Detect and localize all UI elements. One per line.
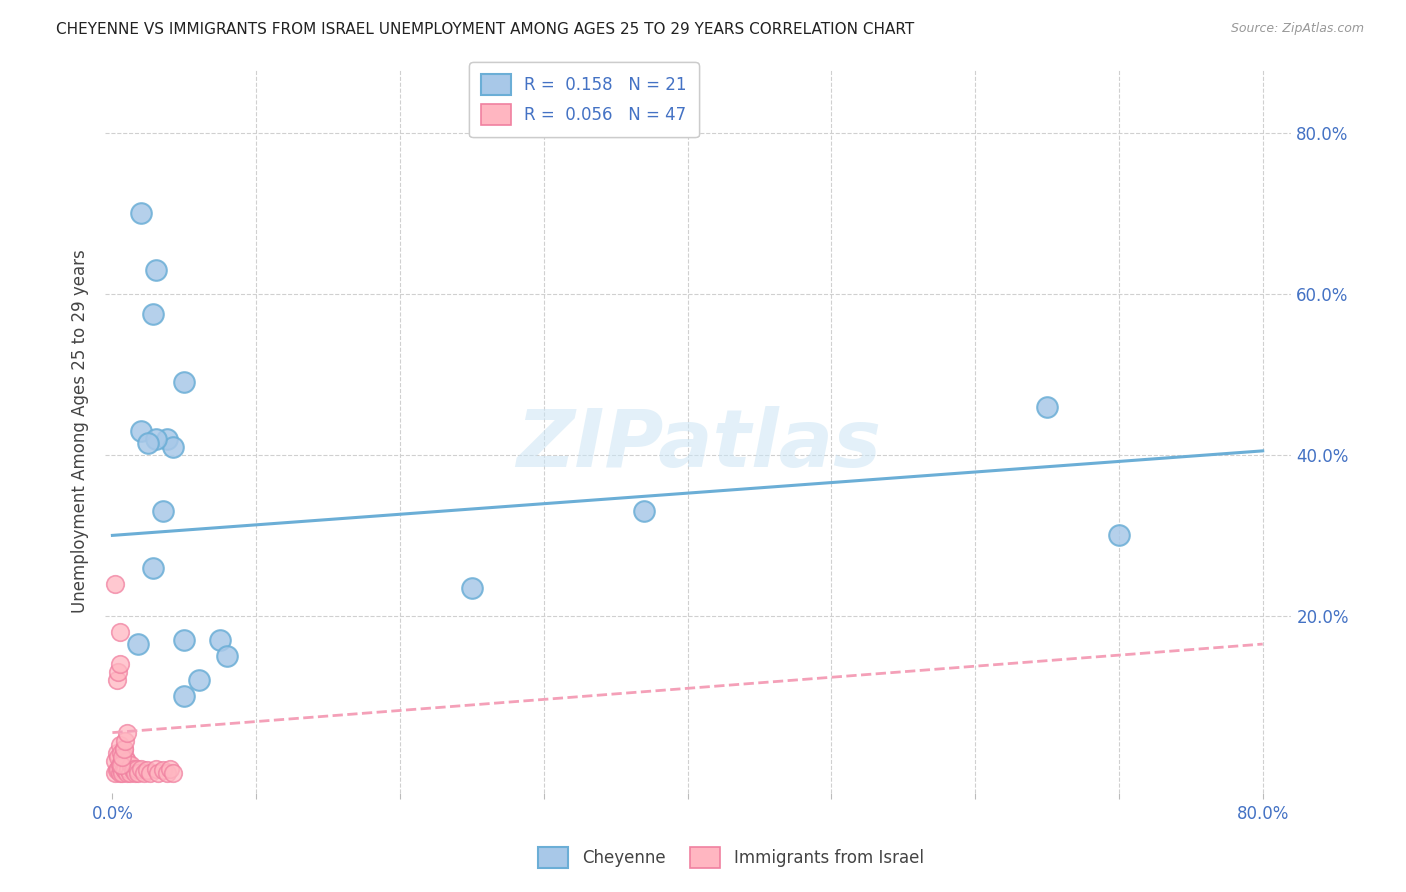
Text: ZIPatlas: ZIPatlas (516, 406, 880, 484)
Point (173, 376, 195, 390)
Point (108, 757, 131, 772)
Point (125, 762, 148, 776)
Point (107, 749, 129, 764)
Point (111, 765, 134, 780)
Point (127, 765, 149, 780)
Point (142, 560, 165, 574)
Point (461, 581, 484, 595)
Point (187, 673, 209, 688)
Point (105, 764, 128, 778)
Point (111, 754, 134, 768)
Point (117, 762, 139, 776)
Point (114, 733, 136, 747)
Y-axis label: Unemployment Among Ages 25 to 29 years: Unemployment Among Ages 25 to 29 years (72, 249, 89, 613)
Point (121, 764, 143, 778)
Point (108, 738, 131, 752)
Point (209, 633, 232, 648)
Point (135, 764, 157, 778)
Point (104, 765, 127, 780)
Point (138, 435, 160, 450)
Point (129, 206, 152, 220)
Point (110, 746, 132, 760)
Point (145, 262, 167, 277)
Point (132, 765, 155, 780)
Point (127, 637, 149, 651)
Legend: Cheyenne, Immigrants from Israel: Cheyenne, Immigrants from Israel (531, 840, 931, 875)
Point (112, 741, 135, 756)
Point (1108, 528, 1130, 542)
Point (110, 757, 132, 772)
Point (129, 424, 152, 438)
Point (114, 764, 136, 778)
Point (217, 649, 239, 664)
Point (173, 690, 195, 704)
Point (111, 749, 134, 764)
Point (156, 432, 179, 446)
Point (162, 440, 184, 454)
Point (162, 765, 184, 780)
Point (122, 762, 145, 776)
Point (104, 576, 127, 591)
Point (115, 725, 138, 739)
Point (104, 754, 127, 768)
Point (112, 741, 135, 756)
Point (156, 765, 179, 780)
Point (145, 762, 167, 776)
Point (115, 754, 138, 768)
Point (108, 765, 131, 780)
Point (108, 625, 131, 640)
Point (107, 762, 129, 776)
Legend: R =  0.158   N = 21, R =  0.056   N = 47: R = 0.158 N = 21, R = 0.056 N = 47 (470, 62, 699, 136)
Point (107, 665, 129, 680)
Point (142, 307, 165, 321)
Point (152, 764, 174, 778)
Text: CHEYENNE VS IMMIGRANTS FROM ISRAEL UNEMPLOYMENT AMONG AGES 25 TO 29 YEARS CORREL: CHEYENNE VS IMMIGRANTS FROM ISRAEL UNEMP… (56, 22, 914, 37)
Point (105, 746, 128, 760)
Point (118, 765, 141, 780)
Point (112, 762, 135, 776)
Text: Source: ZipAtlas.com: Source: ZipAtlas.com (1230, 22, 1364, 36)
Point (148, 765, 170, 780)
Point (108, 657, 131, 672)
Point (124, 765, 146, 780)
Point (110, 762, 132, 776)
Point (152, 504, 174, 518)
Point (129, 762, 152, 776)
Point (120, 757, 142, 772)
Point (173, 633, 195, 648)
Point (114, 749, 136, 764)
Point (139, 765, 162, 780)
Point (115, 765, 138, 780)
Point (105, 673, 128, 688)
Point (145, 432, 167, 446)
Point (1036, 400, 1059, 414)
Point (159, 762, 181, 776)
Point (633, 504, 655, 518)
